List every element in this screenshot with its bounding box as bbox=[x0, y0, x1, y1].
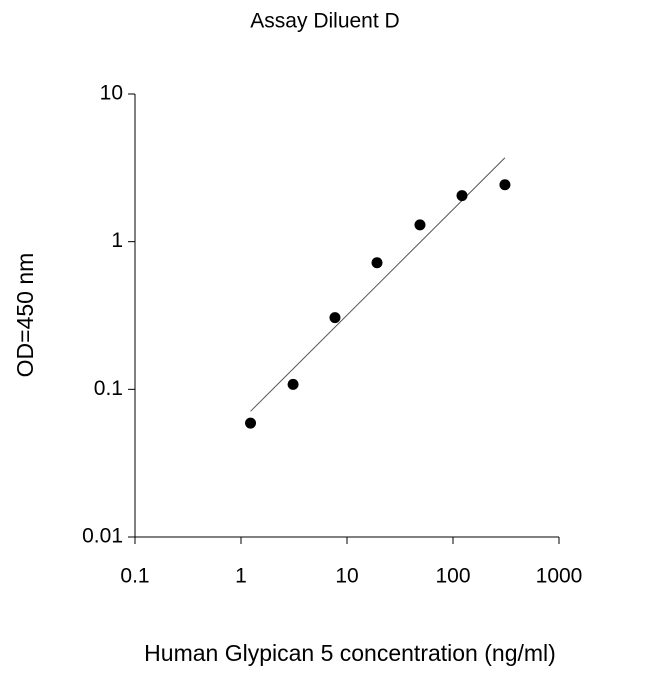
y-tick-label: 1 bbox=[111, 229, 123, 252]
chart-title: Assay Diluent D bbox=[250, 10, 399, 33]
x-tick-label: 0.1 bbox=[120, 565, 149, 588]
data-point bbox=[456, 190, 468, 202]
data-point bbox=[499, 179, 511, 191]
x-tick-label: 1000 bbox=[536, 565, 583, 588]
x-axis-label: Human Glypican 5 concentration (ng/ml) bbox=[144, 640, 556, 666]
x-tick-label: 100 bbox=[435, 565, 470, 588]
data-point bbox=[329, 312, 341, 324]
data-point bbox=[245, 417, 257, 429]
y-tick-label: 10 bbox=[100, 82, 123, 105]
x-tick-label: 1 bbox=[235, 565, 247, 588]
data-point bbox=[371, 257, 383, 269]
data-point bbox=[287, 378, 299, 390]
x-tick-label: 10 bbox=[335, 565, 358, 588]
y-tick-label: 0.01 bbox=[82, 525, 123, 548]
data-point bbox=[414, 219, 426, 231]
y-tick-label: 0.1 bbox=[94, 377, 123, 400]
y-axis-label: OD=450 nm bbox=[12, 253, 38, 378]
